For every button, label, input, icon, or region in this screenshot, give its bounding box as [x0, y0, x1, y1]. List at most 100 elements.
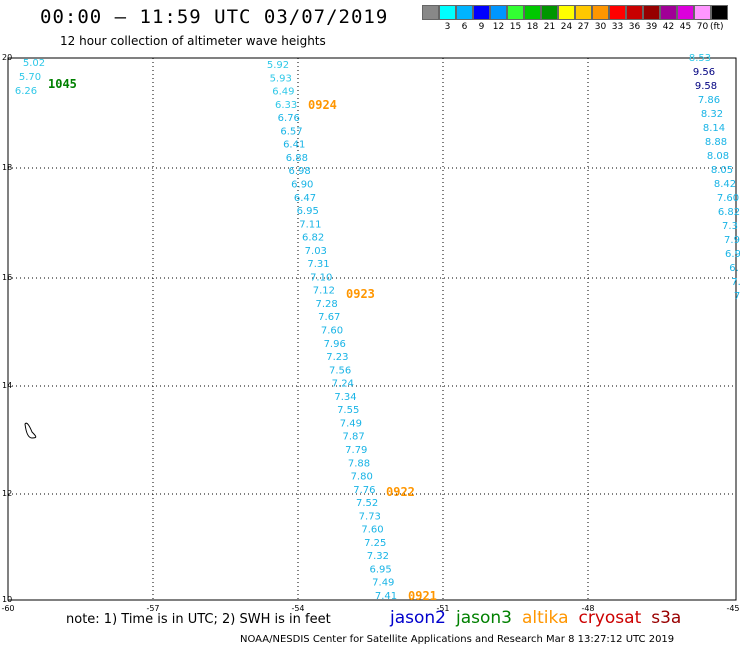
- legend-swatch: [626, 5, 643, 20]
- color-legend: 3 6 9 12 15 18 21 24 27 30 33 36 39 42 45 70 (ft): [422, 5, 728, 32]
- x-tick-label: -45: [726, 604, 739, 613]
- legend-label: 12: [492, 22, 505, 32]
- swh-value: 7.23: [326, 352, 348, 363]
- swh-value: 6.90: [291, 179, 313, 190]
- legend-labels: 3 6 9 12 15 18 21 24 27 30 33 36 39 42 45 70: [422, 20, 728, 32]
- swh-value: 9.58: [695, 81, 717, 92]
- legend-swatch: [439, 5, 456, 20]
- swh-value: 7.52: [356, 498, 378, 509]
- x-tick-label: -48: [581, 604, 594, 613]
- chart-title: 00:00 – 11:59 UTC 03/07/2019: [40, 6, 389, 28]
- swh-value: 7.32: [367, 551, 389, 562]
- swh-value: 6.57: [280, 126, 302, 137]
- swh-value: 6.95: [297, 206, 319, 217]
- swh-value: 7.60: [717, 193, 739, 204]
- swh-value: 6.33: [275, 100, 297, 111]
- x-tick-label: -60: [1, 604, 14, 613]
- legend-label: 9: [478, 22, 485, 32]
- legend-swatch: [422, 5, 439, 20]
- swh-value: 7.03: [305, 246, 327, 257]
- swh-value: 7.: [731, 277, 740, 288]
- swh-value: 7.12: [313, 286, 335, 297]
- legend-swatch: [643, 5, 660, 20]
- swh-value: 8.08: [707, 151, 729, 162]
- legend-swatch: [524, 5, 541, 20]
- y-tick-label: 12: [2, 489, 12, 498]
- swh-value: 7.87: [342, 432, 364, 443]
- swh-value: 7.49: [372, 578, 394, 589]
- legend-swatch: [609, 5, 626, 20]
- legend-label: 24: [560, 22, 573, 32]
- legend-swatch: [541, 5, 558, 20]
- legend-label: 70: [696, 22, 709, 32]
- pass-time-label: 0922: [386, 485, 415, 499]
- swh-value: 8.14: [703, 123, 725, 134]
- swh-value: 6.95: [369, 564, 391, 575]
- swh-value: 6.9: [725, 249, 740, 260]
- y-tick-label: 10: [2, 595, 12, 604]
- map-frame: [7, 57, 737, 601]
- legend-swatch: [711, 5, 728, 20]
- legend-swatch: [677, 5, 694, 20]
- swh-value: 7.9: [724, 235, 740, 246]
- legend-unit: (ft): [710, 22, 724, 32]
- swh-value: 7.79: [345, 445, 367, 456]
- legend-label: 3: [444, 22, 451, 32]
- swh-value: 7.3: [722, 221, 738, 232]
- y-tick-label: 16: [2, 273, 12, 282]
- swh-value: 8.88: [705, 137, 727, 148]
- x-tick-label: -57: [146, 604, 159, 613]
- swh-value: 6.88: [286, 153, 308, 164]
- legend-swatch: [694, 5, 711, 20]
- swh-value: 7.60: [321, 326, 343, 337]
- legend-swatch: [575, 5, 592, 20]
- swh-value: 7.56: [329, 365, 351, 376]
- swh-value: 7.41: [375, 591, 397, 602]
- legend-swatch: [660, 5, 677, 20]
- y-tick-label: 20: [2, 53, 12, 62]
- pass-time-label: 0923: [346, 287, 375, 301]
- swh-value: 6.47: [294, 193, 316, 204]
- swh-value: 7.31: [307, 259, 329, 270]
- legend-label: 30: [594, 22, 607, 32]
- swh-value: 8.05: [711, 165, 733, 176]
- satellite-cryosat: cryosat: [578, 608, 642, 628]
- legend-label: 33: [611, 22, 624, 32]
- legend-label: 27: [577, 22, 590, 32]
- legend-swatch: [507, 5, 524, 20]
- legend-label: 36: [628, 22, 641, 32]
- swh-value: 7.76: [353, 485, 375, 496]
- swh-value: 7.67: [318, 312, 340, 323]
- legend-swatch: [592, 5, 609, 20]
- pass-time-label: 0924: [308, 98, 337, 112]
- y-tick-label: 18: [2, 163, 12, 172]
- units-note: note: 1) Time is in UTC; 2) SWH is in fe…: [66, 612, 331, 627]
- pass-time-label: 1045: [48, 77, 77, 91]
- island-outline: [24, 422, 37, 439]
- swh-value: 5.70: [19, 72, 41, 83]
- legend-label: 18: [526, 22, 539, 32]
- x-tick-label: -54: [291, 604, 304, 613]
- swh-value: 6.98: [288, 166, 310, 177]
- swh-value: 5.92: [267, 60, 289, 71]
- legend-label: 45: [679, 22, 692, 32]
- swh-value: 7.55: [337, 405, 359, 416]
- swh-value: 6.26: [15, 86, 37, 97]
- swh-value: 8.42: [714, 179, 736, 190]
- legend-swatch: [456, 5, 473, 20]
- satellite-s3a: s3a: [651, 608, 682, 628]
- swh-value: 7.96: [324, 339, 346, 350]
- swh-value: 7.25: [364, 538, 386, 549]
- y-tick-label: 14: [2, 381, 12, 390]
- swh-value: 8.32: [701, 109, 723, 120]
- swh-value: 7.49: [340, 418, 362, 429]
- legend-label: 39: [645, 22, 658, 32]
- legend-label: 21: [543, 22, 556, 32]
- swh-value: 7.88: [348, 458, 370, 469]
- swh-value: 7.10: [310, 272, 332, 283]
- satellite-jason2: jason2: [390, 608, 446, 628]
- legend-swatches: [422, 5, 728, 20]
- legend-label: 6: [461, 22, 468, 32]
- satellite-jason3: jason3: [456, 608, 512, 628]
